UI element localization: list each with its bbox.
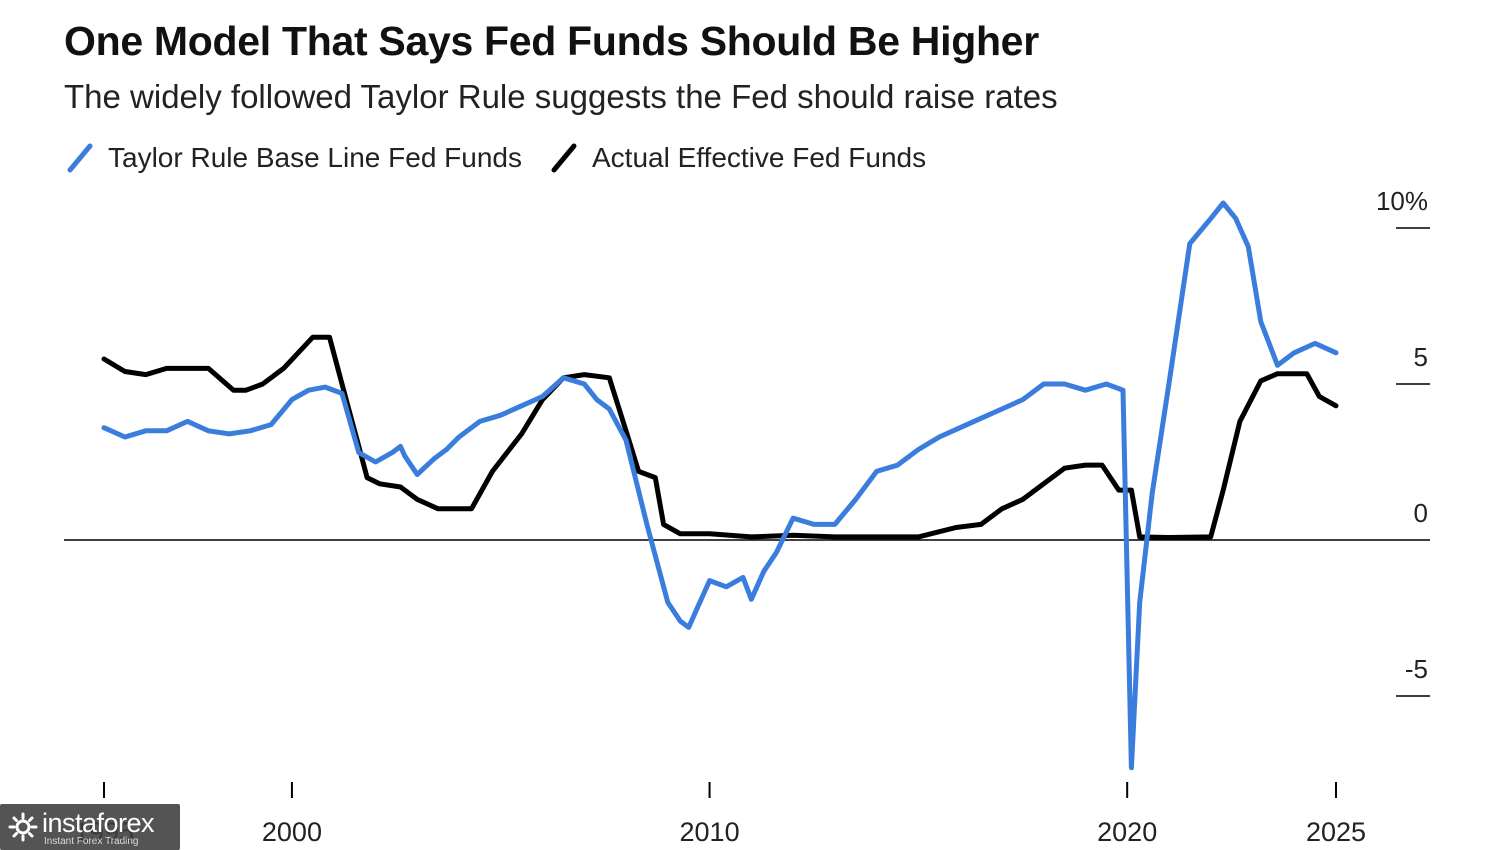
watermark-brand: instaforex [42, 808, 155, 838]
y-tick-label: -5 [1405, 654, 1428, 684]
watermark-tagline: Instant Forex Trading [44, 836, 139, 847]
gear-sparkle-icon [8, 812, 38, 842]
legend-item-actual-fed-funds: Actual Effective Fed Funds [548, 140, 926, 176]
x-tick-label: 2020 [1097, 817, 1157, 847]
series-layer [101, 200, 1339, 771]
x-tick-label: 2025 [1306, 817, 1366, 847]
axes-layer: 10%50-519952000201020202025 [64, 186, 1430, 847]
y-tick-label: 0 [1414, 498, 1428, 528]
y-tick-label: 10% [1376, 186, 1428, 216]
chart-legend: Taylor Rule Base Line Fed Funds Actual E… [64, 140, 952, 176]
chart-title: One Model That Says Fed Funds Should Be … [64, 18, 1039, 64]
chart-subtitle: The widely followed Taylor Rule suggests… [64, 78, 1058, 115]
series-line-taylor-rule [101, 200, 1339, 771]
series-line-actual-fed-funds [101, 334, 1339, 540]
legend-label-actual-fed-funds: Actual Effective Fed Funds [592, 142, 927, 173]
y-tick-label: 5 [1414, 342, 1428, 372]
legend-label-taylor-rule: Taylor Rule Base Line Fed Funds [108, 142, 522, 173]
legend-swatch-actual-fed-funds [551, 143, 577, 173]
x-tick-label: 2000 [262, 817, 322, 847]
legend-swatch-taylor-rule [67, 143, 93, 173]
watermark: instaforex Instant Forex Trading [0, 804, 180, 850]
x-tick-label: 2010 [680, 817, 740, 847]
legend-item-taylor-rule: Taylor Rule Base Line Fed Funds [64, 140, 522, 176]
